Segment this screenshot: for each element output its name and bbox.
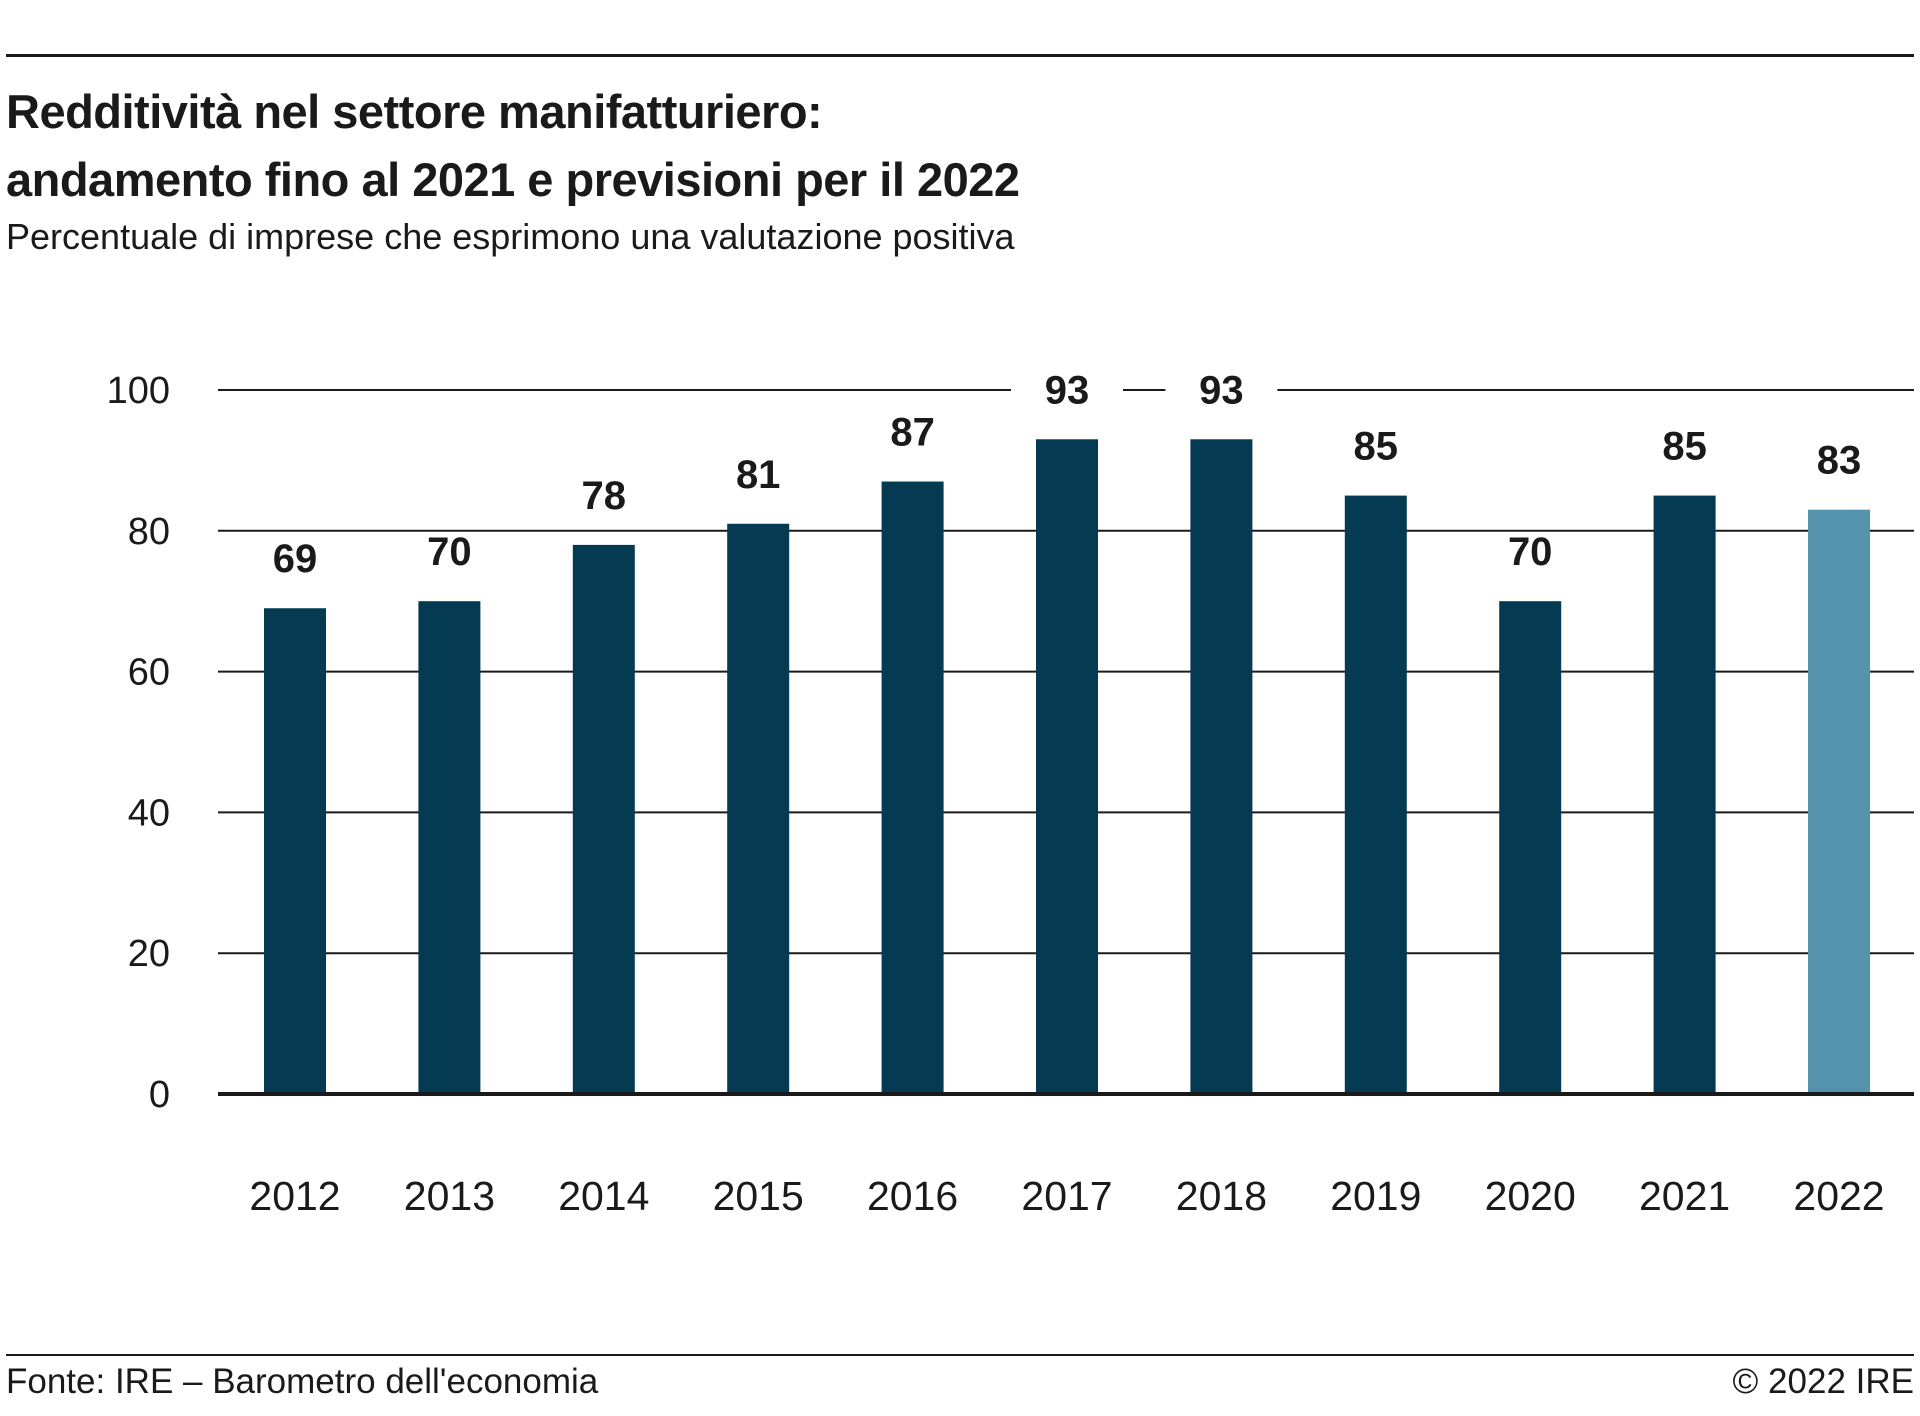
- x-tick-label: 2018: [1176, 1173, 1267, 1219]
- data-labels: 69 70 78 81 87 93 93 85 70 85 83: [239, 368, 1895, 585]
- data-label: 87: [890, 411, 935, 455]
- data-label-backing: [856, 413, 969, 458]
- x-axis-ticks: 2012 2013 2014 2015 2016 2017 2018 2019 2020 2021…: [249, 1173, 1884, 1219]
- x-tick-label: 2017: [1021, 1173, 1112, 1219]
- data-label-backing: [1474, 533, 1587, 578]
- data-label: 85: [1354, 425, 1399, 469]
- x-tick-label: 2015: [713, 1173, 804, 1219]
- data-label-backing: [1628, 427, 1741, 472]
- data-label: 93: [1199, 368, 1244, 412]
- bars: [264, 439, 1870, 1095]
- copyright-note: © 2022 IRE: [1732, 1362, 1914, 1401]
- bar: [1653, 495, 1716, 1095]
- bar: [1190, 439, 1253, 1094]
- data-label: 81: [736, 453, 781, 497]
- x-tick-label: 2016: [867, 1173, 958, 1219]
- data-label: 69: [273, 537, 318, 581]
- data-label-backing: [1165, 371, 1278, 416]
- data-label-backing: [1319, 427, 1432, 472]
- top-rule: [6, 54, 1914, 57]
- y-tick-label: 80: [128, 511, 170, 553]
- data-label: 93: [1045, 368, 1090, 412]
- chart-title-line-2: andamento fino al 2021 e previsioni per …: [6, 153, 1020, 206]
- chart-subtitle: Percentuale di imprese che esprimono una…: [6, 216, 1015, 257]
- bar: [572, 544, 635, 1094]
- data-label-backing: [702, 455, 815, 500]
- y-tick-label: 40: [128, 792, 170, 834]
- bar: [418, 601, 481, 1094]
- y-axis-ticks: 0 20 40 60 80 100: [107, 370, 170, 1116]
- x-tick-label: 2014: [558, 1173, 649, 1219]
- y-tick-label: 20: [128, 933, 170, 975]
- x-tick-label: 2019: [1330, 1173, 1421, 1219]
- data-label-backing: [239, 540, 351, 585]
- x-tick-label: 2013: [404, 1173, 495, 1219]
- bar: [1499, 601, 1562, 1094]
- x-tick-label: 2021: [1639, 1173, 1730, 1219]
- bar: [727, 523, 790, 1094]
- bar: [264, 608, 326, 1094]
- x-tick-label: 2022: [1793, 1173, 1884, 1219]
- source-note: Fonte: IRE – Barometro dell'economia: [6, 1362, 599, 1401]
- bar: [1036, 439, 1098, 1094]
- data-label: 78: [582, 474, 627, 518]
- bar: [1344, 495, 1407, 1095]
- data-label: 70: [427, 530, 472, 574]
- data-label: 70: [1508, 530, 1553, 574]
- y-tick-label: 100: [107, 370, 170, 412]
- bar: [1808, 509, 1870, 1094]
- chart-title-line-1: Redditività nel settore manifatturiero:: [6, 85, 823, 138]
- data-label-backing: [393, 533, 506, 578]
- data-label: 83: [1817, 439, 1862, 483]
- bar: [881, 481, 944, 1094]
- x-tick-label: 2012: [249, 1173, 340, 1219]
- x-tick-label: 2020: [1485, 1173, 1576, 1219]
- data-label-backing: [547, 476, 660, 521]
- bottom-rule: [6, 1354, 1914, 1356]
- y-tick-label: 0: [149, 1074, 170, 1116]
- y-tick-label: 60: [128, 652, 170, 694]
- data-label: 85: [1662, 425, 1707, 469]
- data-label-backing: [1783, 441, 1895, 486]
- data-label-backing: [1011, 371, 1123, 416]
